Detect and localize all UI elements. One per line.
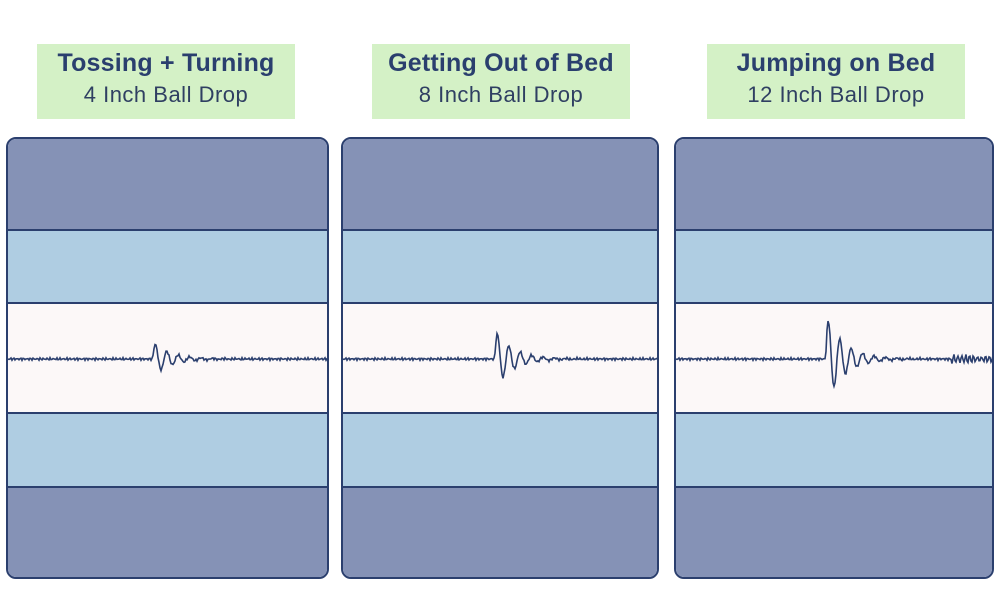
panel-title: Tossing + Turning bbox=[57, 49, 275, 77]
bottom-inner-band bbox=[343, 414, 657, 486]
bottom-outer-band bbox=[8, 488, 327, 577]
motion-waveform bbox=[8, 343, 327, 374]
label-getting-out-of-bed: Getting Out of Bed 8 Inch Ball Drop bbox=[372, 44, 630, 119]
top-outer-band bbox=[676, 139, 992, 230]
bottom-inner-band bbox=[676, 414, 992, 486]
top-outer-band bbox=[8, 139, 327, 230]
center-band bbox=[8, 304, 327, 412]
label-jumping-on-bed: Jumping on Bed 12 Inch Ball Drop bbox=[707, 44, 965, 119]
panel-subtitle: 4 Inch Ball Drop bbox=[83, 82, 249, 107]
top-inner-band bbox=[676, 231, 992, 302]
panel-title: Getting Out of Bed bbox=[388, 49, 614, 77]
top-outer-band bbox=[343, 139, 657, 230]
bottom-outer-band bbox=[343, 488, 657, 577]
waveform-line bbox=[343, 330, 657, 379]
panel-title: Jumping on Bed bbox=[736, 49, 936, 77]
waveform-line bbox=[676, 320, 992, 390]
motion-waveform bbox=[343, 330, 657, 379]
motion-waveform bbox=[676, 320, 992, 390]
mattress-panel-jumping-on-bed bbox=[674, 137, 994, 579]
bottom-inner-band bbox=[8, 414, 327, 486]
top-inner-band bbox=[8, 231, 327, 302]
panel-subtitle: 8 Inch Ball Drop bbox=[418, 82, 584, 107]
mattress-panel-getting-out-of-bed bbox=[341, 137, 659, 579]
waveform-line bbox=[8, 343, 327, 374]
mattress-panel-tossing-turning bbox=[6, 137, 329, 579]
panel-subtitle: 12 Inch Ball Drop bbox=[747, 82, 925, 107]
bottom-outer-band bbox=[676, 488, 992, 577]
top-inner-band bbox=[343, 231, 657, 302]
label-tossing-turning: Tossing + Turning 4 Inch Ball Drop bbox=[37, 44, 295, 119]
